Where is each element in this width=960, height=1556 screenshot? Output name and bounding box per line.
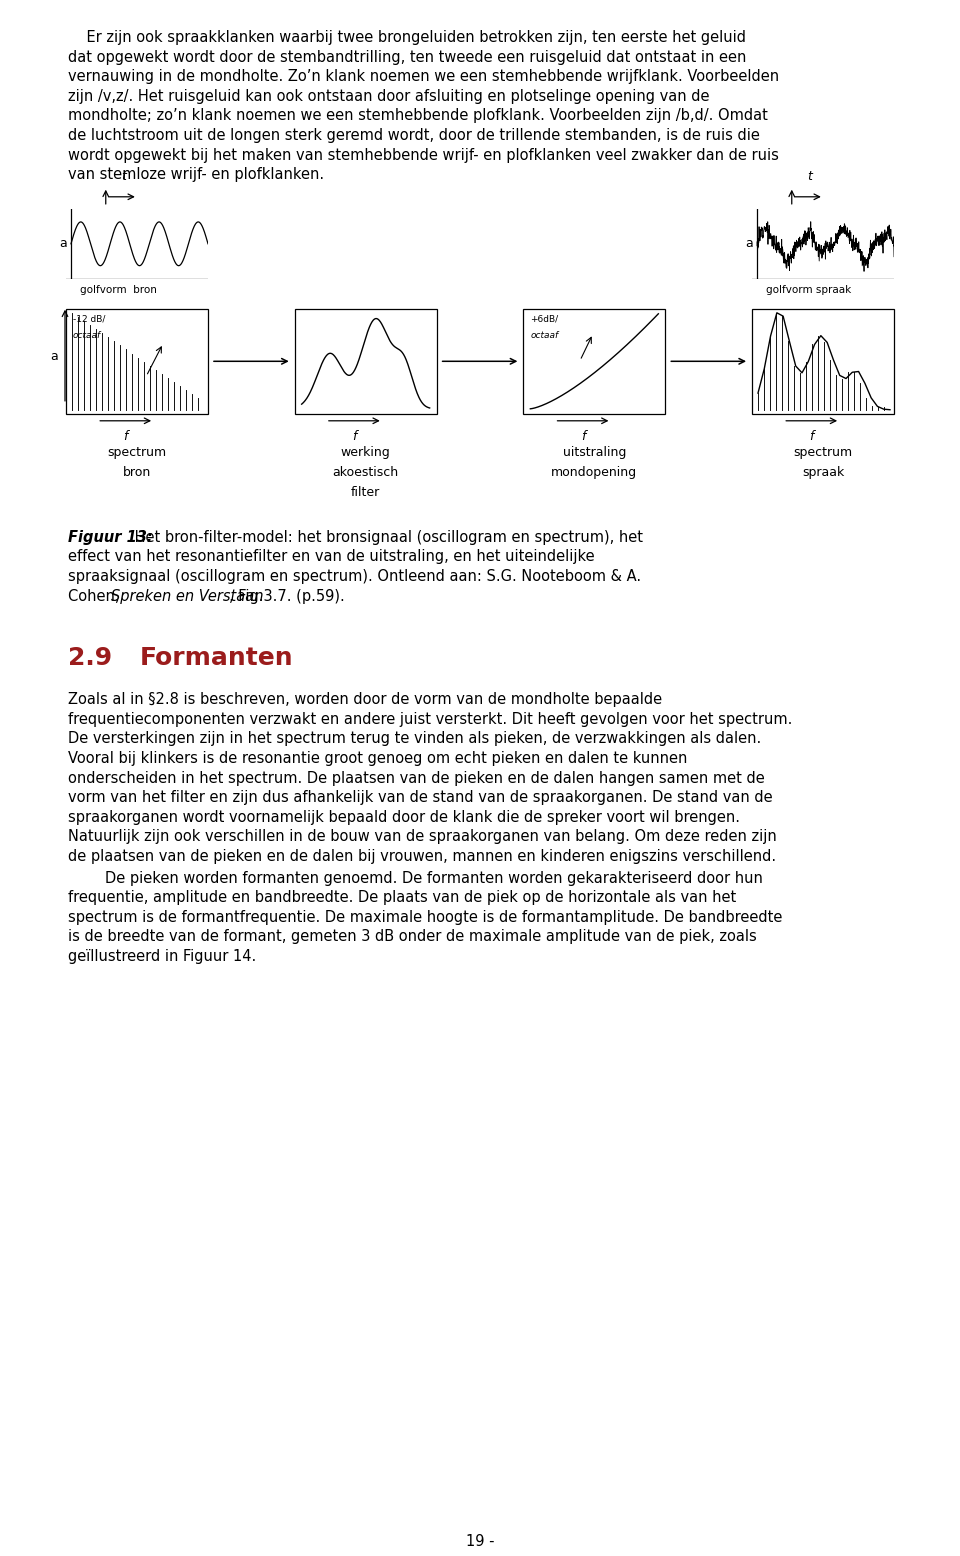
Text: , Fig.3.7. (p.59).: , Fig.3.7. (p.59). [229, 588, 345, 604]
Text: Spreken en Verstaan: Spreken en Verstaan [111, 588, 264, 604]
Text: Zoals al in §2.8 is beschreven, worden door de vorm van de mondholte bepaalde: Zoals al in §2.8 is beschreven, worden d… [68, 692, 662, 706]
Text: -12 dB/: -12 dB/ [73, 314, 106, 324]
Text: van stemloze wrijf- en plofklanken.: van stemloze wrijf- en plofklanken. [68, 166, 324, 182]
Text: mondholte; zo’n klank noemen we een stemhebbende plofklank. Voorbeelden zijn /b,: mondholte; zo’n klank noemen we een stem… [68, 109, 768, 123]
Text: Cohen,: Cohen, [68, 588, 124, 604]
Text: zijn /v,z/. Het ruisgeluid kan ook ontstaan door afsluiting en plotselinge openi: zijn /v,z/. Het ruisgeluid kan ook ontst… [68, 89, 709, 104]
Text: golfvorm  bron: golfvorm bron [81, 285, 157, 294]
Text: t: t [121, 170, 126, 182]
Text: spectrum is de formantfrequentie. De maximale hoogte is de formantamplitude. De : spectrum is de formantfrequentie. De max… [68, 910, 782, 924]
Text: effect van het resonantiefilter en van de uitstraling, en het uiteindelijke: effect van het resonantiefilter en van d… [68, 549, 594, 565]
Text: Er zijn ook spraakklanken waarbij twee brongeluiden betrokken zijn, ten eerste h: Er zijn ook spraakklanken waarbij twee b… [68, 30, 746, 45]
Text: wordt opgewekt bij het maken van stemhebbende wrijf- en plofklanken veel zwakker: wordt opgewekt bij het maken van stemheb… [68, 148, 779, 162]
Text: Het bron-filter-model: het bronsignaal (oscillogram en spectrum), het: Het bron-filter-model: het bronsignaal (… [130, 529, 643, 545]
Text: Vooral bij klinkers is de resonantie groot genoeg om echt pieken en dalen te kun: Vooral bij klinkers is de resonantie gro… [68, 752, 687, 766]
Text: akoestisch: akoestisch [332, 465, 398, 479]
Text: bron: bron [123, 465, 151, 479]
Text: f: f [352, 429, 356, 443]
Text: f: f [809, 429, 814, 443]
Text: de plaatsen van de pieken en de dalen bij vrouwen, mannen en kinderen enigszins : de plaatsen van de pieken en de dalen bi… [68, 850, 776, 864]
Text: Natuurlijk zijn ook verschillen in de bouw van de spraakorganen van belang. Om d: Natuurlijk zijn ook verschillen in de bo… [68, 829, 777, 845]
Text: t: t [807, 170, 812, 182]
Bar [295, 308, 437, 414]
Text: spectrum: spectrum [793, 447, 852, 459]
Text: f: f [124, 429, 128, 443]
Text: vorm van het filter en zijn dus afhankelijk van de stand van de spraakorganen. D: vorm van het filter en zijn dus afhankel… [68, 790, 773, 804]
Text: De versterkingen zijn in het spectrum terug te vinden als pieken, de verzwakking: De versterkingen zijn in het spectrum te… [68, 731, 761, 747]
Text: spraaksignaal (oscillogram en spectrum). Ontleend aan: S.G. Nooteboom & A.: spraaksignaal (oscillogram en spectrum).… [68, 569, 641, 584]
Text: uitstraling: uitstraling [563, 447, 626, 459]
Bar [523, 308, 665, 414]
Text: De pieken worden formanten genoemd. De formanten worden gekarakteriseerd door hu: De pieken worden formanten genoemd. De f… [68, 871, 763, 885]
Text: a: a [50, 350, 58, 363]
Text: frequentiecomponenten verzwakt en andere juist versterkt. Dit heeft gevolgen voo: frequentiecomponenten verzwakt en andere… [68, 711, 792, 727]
Text: 19 -: 19 - [466, 1534, 494, 1550]
Text: dat opgewekt wordt door de stembandtrilling, ten tweede een ruisgeluid dat ontst: dat opgewekt wordt door de stembandtrill… [68, 50, 746, 65]
Text: spraakorganen wordt voornamelijk bepaald door de klank die de spreker voort wil : spraakorganen wordt voornamelijk bepaald… [68, 809, 740, 825]
Text: f: f [581, 429, 586, 443]
Text: is de breedte van de formant, gemeten 3 dB onder de maximale amplitude van de pi: is de breedte van de formant, gemeten 3 … [68, 929, 756, 944]
Text: mondopening: mondopening [551, 465, 637, 479]
Text: golfvorm spraak: golfvorm spraak [766, 285, 852, 294]
Text: octaaf: octaaf [530, 331, 559, 339]
Text: octaaf: octaaf [73, 331, 101, 339]
Bar [752, 308, 894, 414]
Text: a: a [746, 238, 754, 251]
Text: Figuur 13:: Figuur 13: [68, 529, 153, 545]
Text: +6dB/: +6dB/ [530, 314, 559, 324]
Text: onderscheiden in het spectrum. De plaatsen van de pieken en de dalen hangen same: onderscheiden in het spectrum. De plaats… [68, 770, 765, 786]
Text: Formanten: Formanten [140, 646, 294, 671]
Bar [66, 308, 208, 414]
Text: 2.9: 2.9 [68, 646, 112, 671]
Text: spectrum: spectrum [108, 447, 167, 459]
Text: de luchtstroom uit de longen sterk geremd wordt, door de trillende stembanden, i: de luchtstroom uit de longen sterk gerem… [68, 128, 760, 143]
Text: frequentie, amplitude en bandbreedte. De plaats van de piek op de horizontale al: frequentie, amplitude en bandbreedte. De… [68, 890, 736, 906]
Text: a: a [60, 238, 67, 251]
Text: filter: filter [351, 485, 380, 499]
Text: werking: werking [341, 447, 391, 459]
Text: vernauwing in de mondholte. Zo’n klank noemen we een stemhebbende wrijfklank. Vo: vernauwing in de mondholte. Zo’n klank n… [68, 68, 780, 84]
Text: geïllustreerd in Figuur 14.: geïllustreerd in Figuur 14. [68, 949, 256, 965]
Text: spraak: spraak [802, 465, 844, 479]
